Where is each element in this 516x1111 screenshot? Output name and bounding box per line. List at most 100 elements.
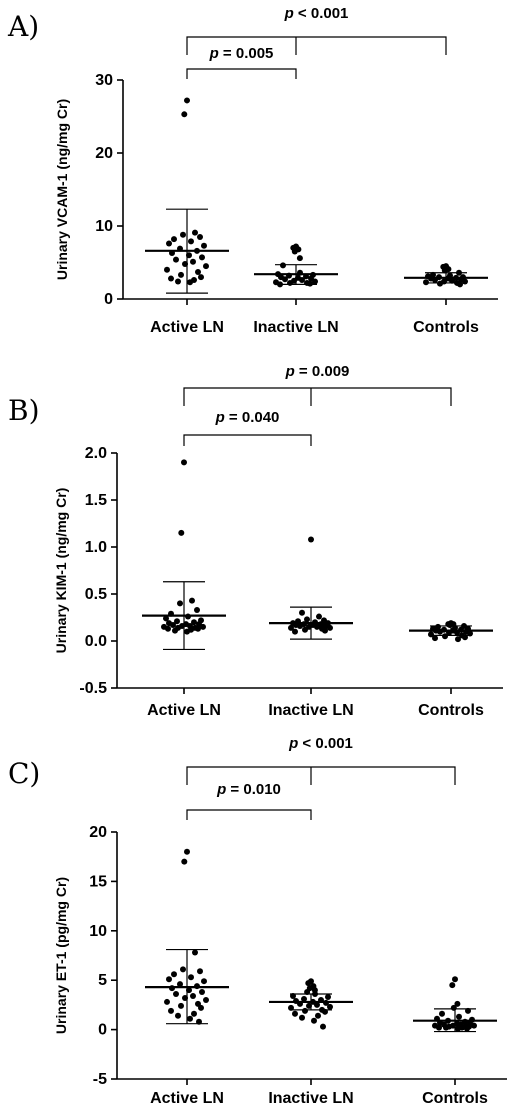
data-point [314,623,320,630]
data-point [187,1015,193,1022]
data-point [304,616,310,623]
significance-bracket: p < 0.001 [186,735,456,785]
data-point [454,1000,461,1007]
data-point [312,278,318,285]
p-value: < 0.001 [298,735,353,752]
data-point [432,635,438,642]
data-point [171,971,177,978]
data-point [198,274,204,281]
significance-bracket: p = 0.005 [186,45,297,79]
x-tick-label: Inactive LN [268,1090,353,1107]
y-axis-title: Urinary KIM-1 (ng/mg Cr) [53,488,69,654]
panel-label: C) [8,757,40,790]
data-point [449,982,456,989]
data-point [187,279,193,286]
bracket-line [186,36,447,55]
y-tick-label: -5 [93,1071,107,1088]
data-point [299,1014,305,1021]
p-value-label: p < 0.001 [288,735,353,752]
data-point [455,636,461,643]
series-group [413,976,497,1033]
data-point [316,613,322,620]
y-tick-label: 0.0 [85,633,107,650]
p-symbol: p [216,781,226,798]
data-point [168,275,174,282]
series-group [145,97,229,294]
x-tick-label: Controls [422,1090,488,1107]
data-point [181,459,187,466]
data-point [200,623,206,630]
data-point [456,1013,462,1020]
chart-panel-1: A) Urinary VCAM-1 (ng/mg Cr) 0 10 20 30 Active… [7,5,498,336]
data-point [180,966,186,973]
data-point [464,1025,470,1032]
series-group [409,620,493,643]
data-point [452,976,458,983]
y-tick-label: 10 [95,218,113,235]
data-point [449,277,455,284]
data-point [188,974,194,981]
data-point [164,998,170,1005]
bracket-line [186,809,312,820]
data-point [462,278,468,285]
series-group [269,978,353,1030]
data-point [457,281,463,288]
data-point [305,980,312,987]
y-axis-title: Urinary ET-1 (pg/mg Cr) [53,877,69,1034]
p-value-label: p = 0.005 [209,45,274,62]
data-point [322,627,328,634]
data-point [299,277,305,284]
data-point [282,276,288,283]
x-tick-label: Active LN [150,319,224,336]
data-point [195,268,201,275]
data-point [199,254,205,261]
p-value-label: p < 0.001 [284,5,349,22]
data-point [184,97,190,104]
data-point [203,996,209,1003]
p-value: = 0.040 [225,409,280,426]
data-point [311,1017,317,1024]
data-point [189,597,195,604]
y-tick-label: 5 [98,972,107,989]
chart-panel-2: B) Urinary KIM-1 (ng/mg Cr) -0.5 0.0 0.5 1.0 1… [8,363,503,719]
y-tick-label: 2.0 [85,445,107,462]
data-point [192,229,198,236]
chart-panel-3: C) Urinary ET-1 (pg/mg Cr) -5 0 5 10 15 20 Activ… [8,735,507,1107]
data-point [171,236,177,243]
data-point [177,600,183,607]
data-point [190,258,196,265]
p-value-label: p = 0.040 [215,409,280,426]
panel-label: B) [8,394,40,427]
series-group [404,263,488,288]
p-value-label: p = 0.009 [285,363,350,380]
data-point [287,279,293,286]
data-point [197,233,203,240]
p-value: < 0.001 [294,5,349,22]
x-tick-label: Inactive LN [253,319,338,336]
data-point [164,266,170,273]
data-point [327,624,333,631]
significance-bracket: p = 0.040 [183,409,312,446]
x-tick-label: Inactive LN [268,702,353,719]
data-point [442,633,448,640]
data-point [181,111,188,118]
x-tick-label: Active LN [150,1090,224,1107]
panel-label: A) [7,10,39,43]
data-point [320,1023,326,1030]
data-point [302,626,308,633]
data-point [170,622,176,629]
data-point [327,1003,333,1010]
data-point [292,1010,298,1017]
bracket-line [186,68,297,79]
data-point [166,240,172,247]
data-point [199,989,205,996]
series-group [254,243,338,288]
data-point [201,242,207,249]
data-point [163,615,169,622]
series-group [269,536,353,640]
y-tick-label: 20 [89,824,107,841]
p-symbol: p [285,363,295,380]
data-point [197,968,203,975]
data-point [437,280,443,287]
data-point [194,606,200,613]
